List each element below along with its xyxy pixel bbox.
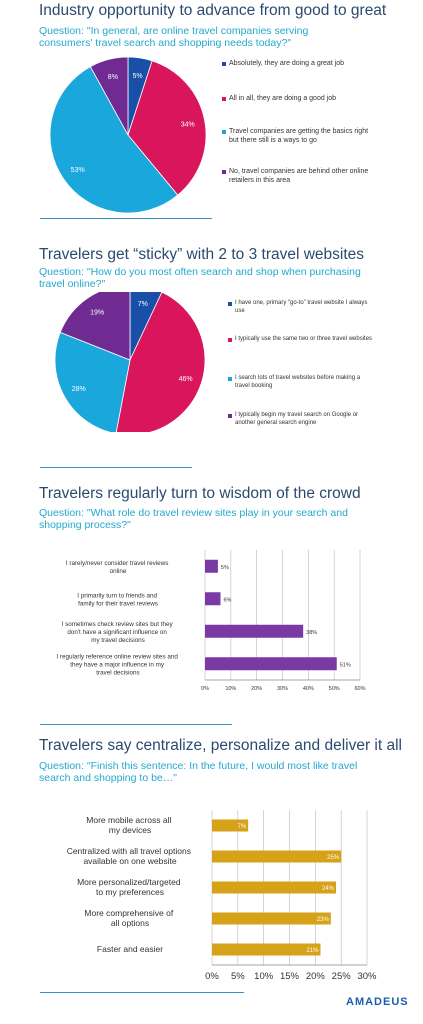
legend-swatch bbox=[222, 130, 226, 134]
legend-label: No, travel companies are behind other on… bbox=[229, 168, 369, 184]
pie-slice-label: 34% bbox=[181, 122, 195, 129]
legend-label: I have one, primary “go-to” travel websi… bbox=[235, 300, 368, 314]
legend-label: I search lots of travel websites before … bbox=[235, 375, 361, 389]
x-tick-label: 20% bbox=[251, 686, 262, 692]
panel1-title: Industry opportunity to advance from goo… bbox=[39, 2, 387, 19]
pie-slice bbox=[49, 66, 179, 214]
bar-value-label: 23% bbox=[317, 917, 330, 923]
bar-value-label: 51% bbox=[340, 662, 351, 668]
category-label: More personalized/targeted to my prefere… bbox=[77, 877, 183, 897]
legend-swatch bbox=[222, 170, 226, 174]
panel3-question: Question: "What role do travel review si… bbox=[39, 507, 348, 531]
pie-slice-label: 46% bbox=[179, 376, 193, 383]
x-tick-label: 25% bbox=[332, 971, 352, 982]
bar-value-label: 7% bbox=[237, 824, 246, 830]
legend-item: Travel companies are getting the basics … bbox=[222, 128, 369, 145]
pie-slice bbox=[127, 60, 207, 196]
panel4-divider bbox=[40, 992, 244, 993]
x-tick-label: 30% bbox=[277, 686, 288, 692]
bar-chart-1: 0% 10% 20% 30% 40% 50% 60% 5% I rarely/never con… bbox=[56, 550, 366, 692]
category-label: More mobile across all my devices bbox=[86, 815, 173, 835]
category-label: Faster and easier bbox=[97, 944, 163, 954]
category-label: I regularly reference online review site… bbox=[56, 653, 179, 676]
bar-value-label: 5% bbox=[221, 565, 229, 571]
bar-chart-2: 0% 5% 10% 15% 20% 25% 30% 7% More mobile across … bbox=[67, 810, 377, 982]
x-tick-label: 30% bbox=[357, 971, 377, 982]
bar bbox=[205, 592, 221, 606]
x-tick-label: 15% bbox=[280, 971, 300, 982]
x-tick-label: 50% bbox=[329, 686, 340, 692]
legend-item: All in all, they are doing a good job bbox=[222, 95, 369, 104]
legend-label: Absolutely, they are doing a great job bbox=[229, 60, 345, 67]
x-tick-label: 40% bbox=[303, 686, 314, 692]
pie-slice bbox=[89, 56, 129, 136]
bar bbox=[212, 881, 336, 894]
category-label: Centralized with all travel options avai… bbox=[67, 846, 194, 866]
pie-slice bbox=[59, 292, 131, 361]
legend-swatch bbox=[228, 414, 232, 418]
legend-item: Absolutely, they are doing a great job bbox=[222, 60, 369, 69]
category-label: I primarily turn to friends and family f… bbox=[77, 592, 159, 607]
legend-swatch bbox=[222, 97, 226, 101]
pie-slice-label: 19% bbox=[90, 310, 104, 317]
bar bbox=[205, 559, 218, 573]
bar bbox=[212, 912, 331, 925]
bar-value-label: 25% bbox=[327, 855, 340, 861]
x-tick-label: 0% bbox=[205, 971, 219, 982]
pie-chart-1: 5% 34% 53% 8% bbox=[49, 56, 207, 214]
x-tick-label: 60% bbox=[354, 686, 365, 692]
panel2-question: Question: "How do you most often search … bbox=[39, 266, 361, 290]
bar-value-label: 24% bbox=[322, 886, 335, 892]
legend-label: Travel companies are getting the basics … bbox=[229, 128, 369, 144]
category-label: More comprehensive of all options bbox=[84, 908, 175, 928]
pie-slice-label: 53% bbox=[71, 167, 85, 174]
bar-value-label: 6% bbox=[224, 597, 232, 603]
legend-label: I typically begin my travel search on Go… bbox=[235, 412, 359, 426]
bar-value-label: 38% bbox=[306, 630, 317, 636]
legend-item: I typically use the same two or three tr… bbox=[228, 336, 375, 344]
panel1-divider bbox=[40, 218, 212, 219]
legend-item: I search lots of travel websites before … bbox=[228, 375, 375, 390]
panel3-divider bbox=[40, 724, 232, 725]
legend-label: I typically use the same two or three tr… bbox=[235, 336, 373, 342]
x-tick-label: 10% bbox=[254, 971, 274, 982]
panel2-divider bbox=[40, 467, 192, 468]
pie-slice bbox=[54, 331, 131, 432]
x-tick-label: 5% bbox=[231, 971, 245, 982]
pie-slice-label: 5% bbox=[132, 73, 142, 80]
category-label: I rarely/never consider travel reviews o… bbox=[66, 560, 170, 575]
x-tick-label: 20% bbox=[306, 971, 326, 982]
legend-item: No, travel companies are behind other on… bbox=[222, 168, 369, 185]
panel4-question: Question: "Finish this sentence: In the … bbox=[39, 760, 358, 784]
pie-slice bbox=[115, 292, 206, 432]
legend-label: All in all, they are doing a good job bbox=[229, 95, 337, 102]
x-tick-label: 10% bbox=[225, 686, 236, 692]
legend-swatch bbox=[228, 302, 232, 306]
bar bbox=[212, 819, 249, 832]
bar-value-label: 21% bbox=[306, 948, 319, 954]
bar bbox=[212, 943, 321, 956]
pie-chart-2: 7% 46% 28% 19% bbox=[54, 292, 206, 432]
pie-slice-label: 7% bbox=[138, 301, 148, 308]
pie-slice-label: 28% bbox=[72, 386, 86, 393]
legend-item: I typically begin my travel search on Go… bbox=[228, 412, 375, 427]
bar bbox=[205, 657, 337, 671]
bar bbox=[212, 850, 342, 863]
x-tick-label: 0% bbox=[201, 686, 209, 692]
legend-swatch bbox=[228, 338, 232, 342]
category-label: I sometimes check review sites but they … bbox=[62, 621, 175, 644]
panel2-title: Travelers get “sticky” with 2 to 3 trave… bbox=[39, 246, 365, 263]
pie-slice-label: 8% bbox=[108, 74, 118, 81]
bar bbox=[205, 624, 304, 638]
panel1-question: Question: "In general, are online travel… bbox=[39, 25, 309, 49]
legend-swatch bbox=[222, 62, 226, 66]
panel4-title: Travelers say centralize, personalize an… bbox=[39, 737, 402, 754]
panel3-title: Travelers regularly turn to wisdom of th… bbox=[39, 485, 361, 502]
amadeus-logo: AMADEUS bbox=[346, 996, 409, 1008]
legend-item: I have one, primary “go-to” travel websi… bbox=[228, 300, 375, 315]
legend-swatch bbox=[228, 377, 232, 381]
